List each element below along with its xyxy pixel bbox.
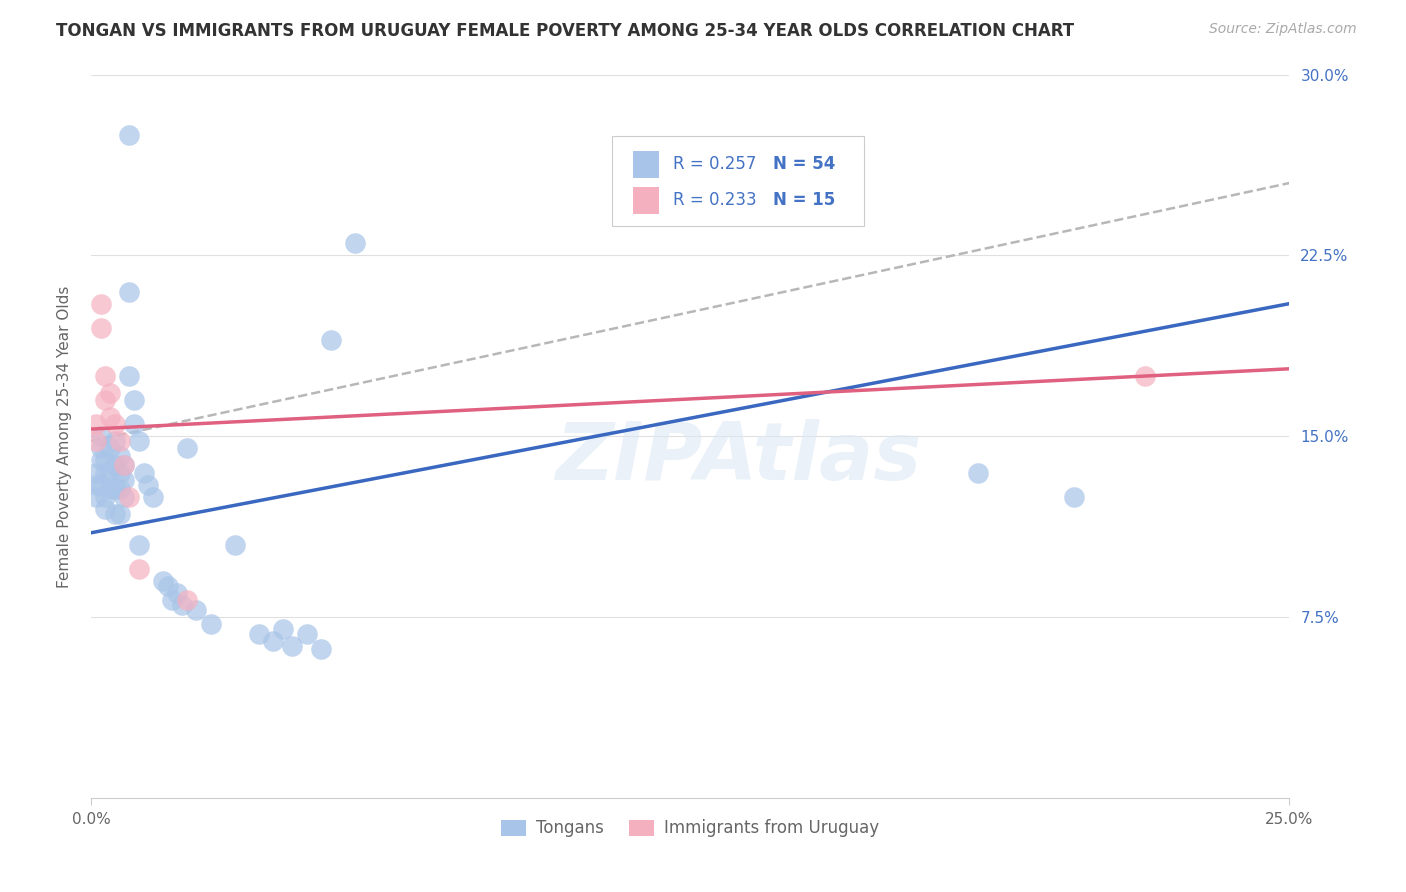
Point [128, 434, 150, 449]
Point [118, 285, 141, 299]
Point [89, 453, 111, 467]
Point [186, 603, 208, 617]
Legend: Tongans, Immigrants from Uruguay: Tongans, Immigrants from Uruguay [495, 813, 886, 844]
Point [156, 579, 179, 593]
Point [200, 617, 222, 632]
Point [128, 538, 150, 552]
Point [108, 483, 131, 497]
Point [114, 490, 136, 504]
Point [89, 442, 111, 456]
Text: N = 54: N = 54 [773, 155, 835, 173]
Point [118, 490, 141, 504]
Text: Source: ZipAtlas.com: Source: ZipAtlas.com [1209, 22, 1357, 37]
Point [152, 574, 174, 588]
Text: R = 0.233: R = 0.233 [673, 192, 756, 210]
Point [94, 466, 117, 480]
Point [84, 490, 107, 504]
Text: R = 0.257: R = 0.257 [673, 155, 756, 173]
Point [84, 466, 107, 480]
Point [162, 593, 184, 607]
Point [89, 429, 111, 443]
Point [98, 483, 121, 497]
Point [1135, 369, 1157, 384]
Point [309, 641, 332, 656]
Point [89, 296, 111, 310]
Point [128, 562, 150, 576]
Point [94, 369, 117, 384]
Point [94, 393, 117, 408]
Point [118, 369, 141, 384]
Bar [633, 151, 659, 178]
Point [104, 483, 127, 497]
Point [142, 490, 165, 504]
Text: ZIPAtlas: ZIPAtlas [555, 419, 921, 497]
Point [84, 434, 107, 449]
Point [176, 593, 198, 607]
Point [138, 477, 160, 491]
Text: TONGAN VS IMMIGRANTS FROM URUGUAY FEMALE POVERTY AMONG 25-34 YEAR OLDS CORRELATI: TONGAN VS IMMIGRANTS FROM URUGUAY FEMALE… [56, 22, 1074, 40]
Point [122, 393, 145, 408]
Point [108, 449, 131, 463]
Point [966, 466, 988, 480]
Point [170, 598, 193, 612]
Point [166, 586, 188, 600]
Point [122, 417, 145, 432]
Point [114, 458, 136, 473]
Point [98, 410, 121, 425]
Point [89, 477, 111, 491]
Point [104, 507, 127, 521]
Point [319, 333, 342, 347]
Point [94, 501, 117, 516]
Point [114, 458, 136, 473]
Point [104, 434, 127, 449]
Point [281, 639, 304, 653]
Point [224, 538, 246, 552]
Point [98, 466, 121, 480]
Point [271, 622, 294, 636]
Point [132, 466, 155, 480]
Text: N = 15: N = 15 [773, 192, 835, 210]
FancyBboxPatch shape [612, 136, 863, 227]
Point [114, 473, 136, 487]
Point [108, 507, 131, 521]
Point [94, 453, 117, 467]
Point [94, 490, 117, 504]
Point [176, 442, 198, 456]
Point [247, 627, 270, 641]
Point [343, 236, 366, 251]
Point [84, 477, 107, 491]
Point [98, 442, 121, 456]
Y-axis label: Female Poverty Among 25-34 Year Olds: Female Poverty Among 25-34 Year Olds [58, 285, 72, 588]
Point [84, 417, 107, 432]
Point [98, 385, 121, 400]
Point [104, 417, 127, 432]
Point [108, 466, 131, 480]
Point [295, 627, 318, 641]
Point [1063, 490, 1085, 504]
Point [104, 458, 127, 473]
Point [89, 320, 111, 334]
Point [108, 434, 131, 449]
Point [262, 634, 284, 648]
Bar [633, 186, 659, 214]
Point [118, 128, 141, 142]
